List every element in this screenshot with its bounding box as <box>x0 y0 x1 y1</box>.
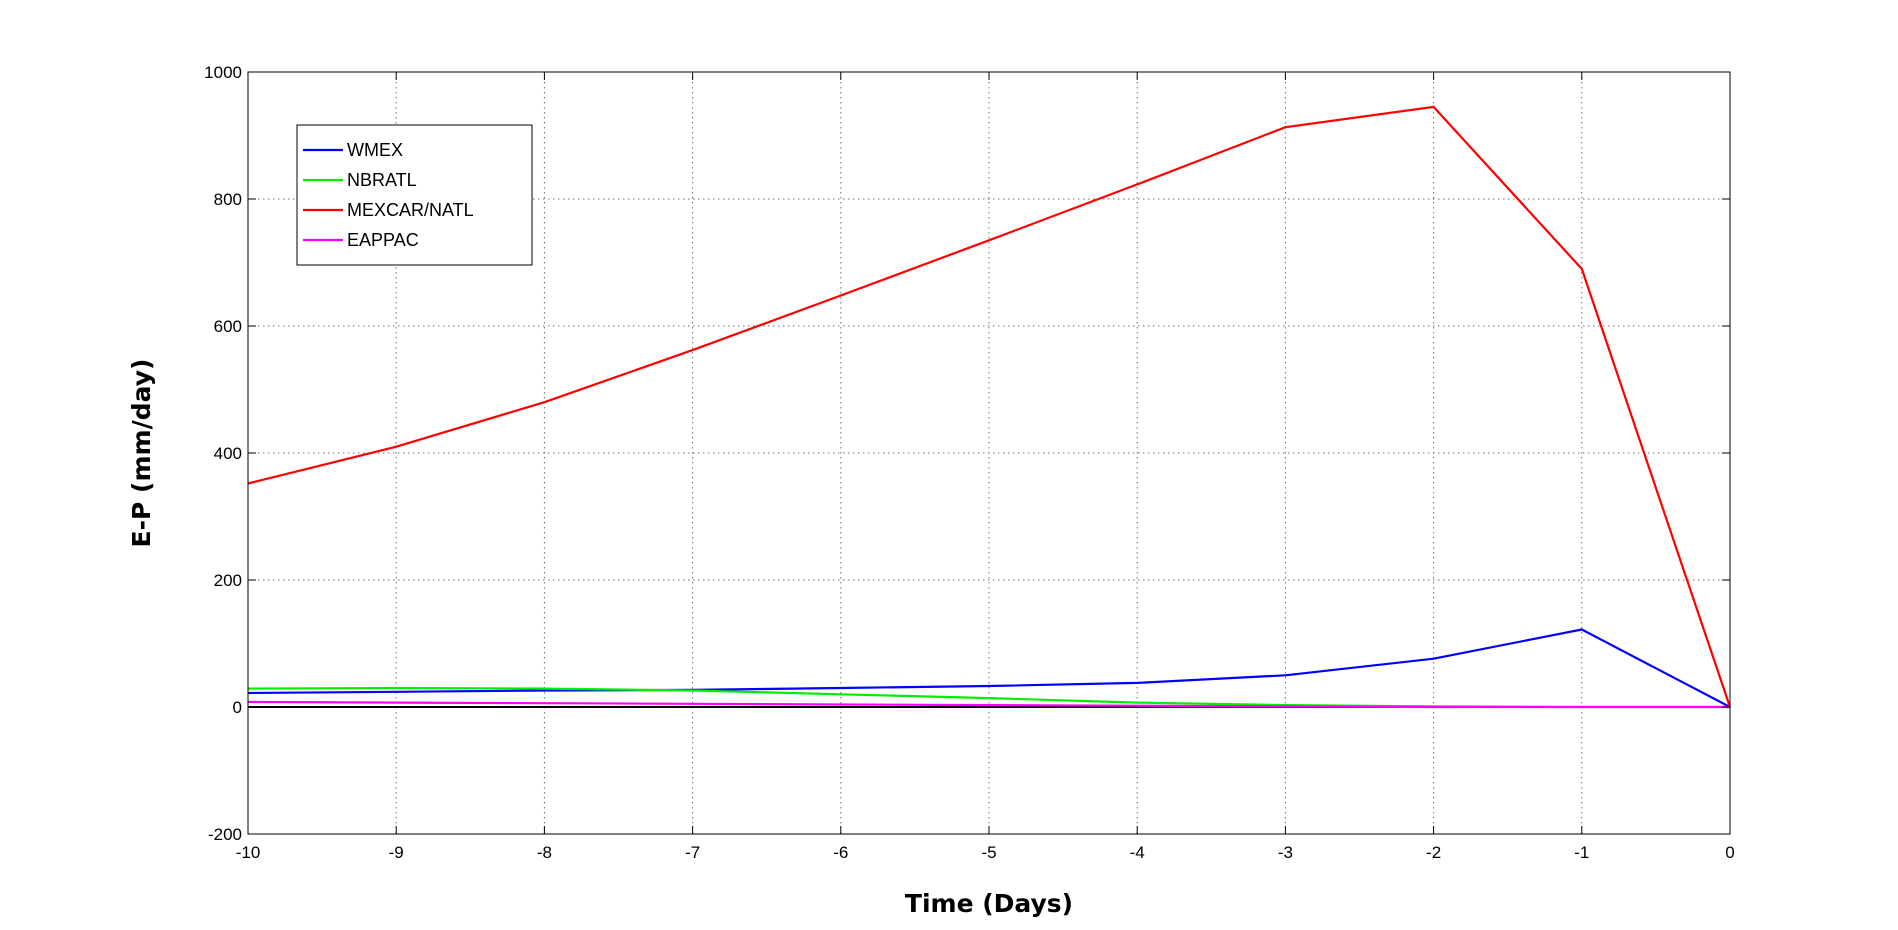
x-tick-label: -6 <box>833 843 848 862</box>
series-line-mexcar-natl <box>247 105 1732 708</box>
legend-box <box>296 124 533 266</box>
series-line-wmex <box>247 628 1731 708</box>
y-tick-label: 0 <box>233 698 242 717</box>
y-tick-label: 600 <box>214 317 242 336</box>
legend-label: EAPPAC <box>347 230 419 250</box>
y-tick-label: 400 <box>214 444 242 463</box>
x-tick-labels: -10 -9 -8 -7 -6 -5 -4 -3 -2 -1 0 <box>236 843 1735 862</box>
y-tick-label: 200 <box>214 571 242 590</box>
x-axis-title: Time (Days) <box>905 889 1073 918</box>
y-axis-title: E-P (mm/day) <box>127 359 156 548</box>
x-tick-label: -8 <box>537 843 552 862</box>
series-lines <box>247 105 1732 709</box>
x-tick-label: -7 <box>685 843 700 862</box>
x-tick-label: -5 <box>981 843 996 862</box>
x-tick-label: -3 <box>1278 843 1293 862</box>
x-tick-label: -9 <box>389 843 404 862</box>
x-tick-label: -4 <box>1130 843 1145 862</box>
y-tick-label: -200 <box>208 825 242 844</box>
x-tick-label: -10 <box>236 843 261 862</box>
legend-label: MEXCAR/NATL <box>347 200 474 220</box>
x-tick-label: -1 <box>1574 843 1589 862</box>
x-tick-label: 0 <box>1725 843 1734 862</box>
y-tick-label: 1000 <box>204 63 242 82</box>
ticks <box>247 71 1731 835</box>
y-tick-labels: -200 0 200 400 600 800 1000 <box>204 63 242 844</box>
legend: WMEX NBRATL MEXCAR/NATL EAPPAC <box>296 124 533 266</box>
legend-label: WMEX <box>347 140 403 160</box>
y-tick-label: 800 <box>214 190 242 209</box>
legend-label: NBRATL <box>347 170 417 190</box>
x-tick-label: -2 <box>1426 843 1441 862</box>
series-line-eappac <box>247 700 1730 709</box>
